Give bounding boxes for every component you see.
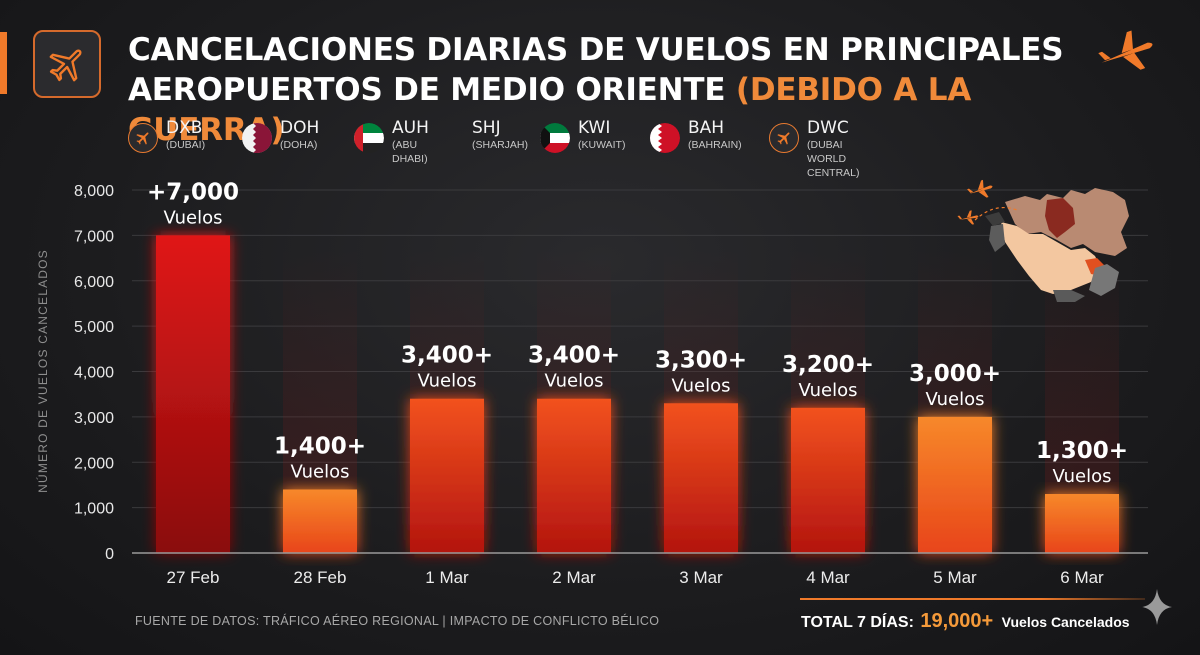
x-tick-label: 27 Feb	[167, 568, 220, 587]
bar-value-label: 3,400+	[528, 343, 620, 369]
plane-logo-icon	[33, 30, 101, 98]
bar-value-label: +7,000	[147, 179, 239, 205]
airport-name: (ABU DHABI)	[392, 139, 428, 165]
bar-3-mar	[664, 403, 738, 553]
total-label: TOTAL 7 DÍAS:	[801, 614, 914, 631]
airport-kwi: KWI (KUWAIT)	[540, 118, 625, 153]
bar-unit-label: Vuelos	[545, 371, 604, 392]
y-tick-label: 6,000	[74, 274, 114, 291]
bar-unit-label: Vuelos	[1053, 466, 1112, 487]
airport-bah: BAH (BAHRAIN)	[650, 118, 742, 153]
bar-value-label: 3,200+	[782, 352, 874, 378]
total-divider	[800, 598, 1145, 600]
bar-unit-label: Vuelos	[418, 371, 477, 392]
plane-icon	[128, 123, 158, 153]
airport-name: (DUBAI WORLD CENTRAL)	[807, 139, 860, 179]
data-labels: +7,000Vuelos1,400+Vuelos3,400+Vuelos3,40…	[147, 179, 1128, 487]
bar-28-feb	[283, 489, 357, 553]
kuwait-flag-icon	[540, 123, 570, 153]
x-tick-label: 2 Mar	[552, 568, 596, 587]
bahrain-flag-icon	[650, 123, 680, 153]
title-main: CANCELACIONES DIARIAS DE VUELOS EN PRINC…	[128, 32, 1064, 108]
airport-name: (DOHA)	[280, 139, 318, 151]
bar-unit-label: Vuelos	[926, 389, 985, 410]
y-tick-label: 1,000	[74, 501, 114, 518]
corner-plane-icon	[1098, 30, 1153, 70]
airport-name: (SHARJAH)	[472, 139, 529, 151]
airport-code: DWC	[807, 118, 849, 138]
airport-code: DOH	[280, 118, 320, 138]
bar-4-mar	[791, 407, 865, 553]
x-tick-label: 28 Feb	[294, 568, 347, 587]
y-tick-label: 5,000	[74, 319, 114, 336]
bar-2-mar	[537, 398, 611, 553]
airport-name: (BAHRAIN)	[688, 139, 742, 151]
bar-value-label: 1,300+	[1036, 438, 1128, 464]
total-unit: Vuelos Cancelados	[1001, 614, 1130, 630]
airport-code: DXB	[166, 118, 203, 138]
bar-unit-label: Vuelos	[164, 207, 223, 228]
bar-unit-label: Vuelos	[672, 375, 731, 396]
bar-value-label: 3,000+	[909, 361, 1001, 387]
x-tick-label: 5 Mar	[933, 568, 977, 587]
bar-unit-label: Vuelos	[291, 461, 350, 482]
airport-code: AUH	[392, 118, 429, 138]
qatar-flag-icon	[242, 123, 272, 153]
y-tick-label: 7,000	[74, 228, 114, 245]
x-tick-label: 6 Mar	[1060, 568, 1104, 587]
axes: 0 1,000 2,000 3,000 4,000 5,000 6,000 7,000 8,00…	[74, 183, 1148, 587]
sparkle-icon	[1142, 589, 1172, 625]
bar-6-mar	[1045, 494, 1119, 553]
airport-dwc: DWC (DUBAI WORLD CENTRAL)	[769, 118, 860, 180]
airport-code: KWI	[578, 118, 611, 138]
bar-value-label: 1,400+	[274, 433, 366, 459]
y-axis-title: NÚMERO DE VUELOS CANCELADOS	[36, 249, 50, 493]
bar-5-mar	[918, 416, 992, 553]
total-value: 19,000+	[920, 610, 994, 632]
accent-bar	[0, 32, 7, 94]
airport-doh: DOH (DOHA)	[242, 118, 319, 153]
total-summary: TOTAL 7 DÍAS: 19,000+ Vuelos Cancelados	[801, 610, 1130, 633]
middle-east-map-icon	[957, 179, 1129, 302]
bar-27-feb	[156, 235, 230, 553]
airport-dxb: DXB (DUBAI)	[128, 118, 205, 153]
x-tick-label: 1 Mar	[425, 568, 469, 587]
bar-value-label: 3,400+	[401, 343, 493, 369]
bar-unit-label: Vuelos	[799, 380, 858, 401]
airport-code: BAH	[688, 118, 725, 138]
x-tick-label: 3 Mar	[679, 568, 723, 587]
plane-icon	[769, 123, 799, 153]
airport-name: (KUWAIT)	[578, 139, 626, 151]
x-tick-label: 4 Mar	[806, 568, 850, 587]
y-tick-label: 0	[105, 546, 114, 563]
airport-name: (DUBAI)	[166, 139, 206, 151]
y-tick-label: 2,000	[74, 455, 114, 472]
y-tick-label: 8,000	[74, 183, 114, 200]
airport-code: SHJ	[472, 118, 501, 138]
source-note: FUENTE DE DATOS: TRÁFICO AÉREO REGIONAL …	[135, 614, 660, 628]
y-tick-label: 3,000	[74, 410, 114, 427]
airport-shj: SHJ (SHARJAH)	[472, 118, 528, 152]
bar-1-mar	[410, 398, 484, 553]
uae-flag-icon	[354, 123, 384, 153]
y-tick-label: 4,000	[74, 365, 114, 382]
bars	[156, 235, 1119, 553]
airport-auh: AUH (ABU DHABI)	[354, 118, 429, 166]
bar-value-label: 3,300+	[655, 347, 747, 373]
